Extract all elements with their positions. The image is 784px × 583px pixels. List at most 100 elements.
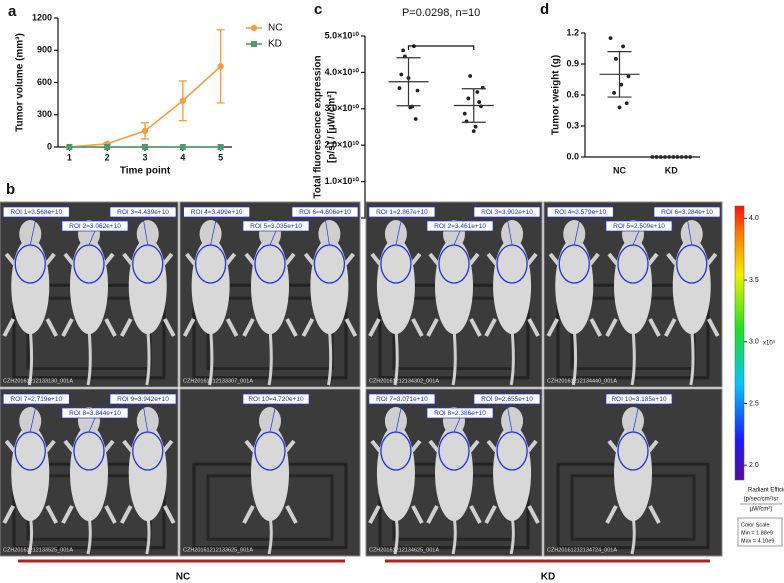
marker: [217, 144, 224, 150]
mouse-legs: [484, 252, 540, 337]
mouse-body: [11, 425, 50, 521]
mouse-body: [614, 238, 652, 334]
roi-label: ROI 5=3.035e+10: [250, 223, 302, 230]
roi-label-box: [426, 220, 494, 232]
data-point: [477, 100, 482, 104]
mouse-legs: [426, 439, 482, 524]
mouse-tail: [509, 328, 515, 386]
mouse-body: [614, 425, 652, 521]
mouse-tail: [326, 328, 333, 386]
mouse-body: [435, 238, 473, 334]
roi-label-box: [61, 220, 129, 232]
mouse-head: [563, 220, 586, 248]
y-tick-label: 0.6: [566, 89, 579, 99]
sd-bar: [396, 57, 421, 107]
panel-label: b: [6, 181, 15, 198]
mouse-head: [199, 220, 222, 248]
marker: [179, 97, 187, 104]
roi-leader: [142, 216, 149, 246]
roi-leader: [395, 216, 403, 246]
data-point: [479, 104, 483, 109]
x-tick-label: NC: [613, 165, 626, 175]
mouse-body: [70, 238, 108, 334]
data-point: [468, 74, 473, 78]
y-tick-label: 900: [37, 45, 52, 55]
mouse-legs: [182, 252, 239, 337]
sd-bar: [607, 51, 632, 98]
mouse-tail: [27, 328, 34, 386]
mouse-tail: [689, 328, 695, 386]
mouse-legs: [119, 439, 176, 524]
mouse-head: [318, 220, 341, 248]
roi-label-box: [291, 206, 359, 218]
y-axis-label: [p/s] / [µW/cm²]: [327, 91, 338, 163]
colorbar-units: (p/sec/cm²/sr: [744, 497, 779, 503]
y-tick-label: 1.2: [566, 27, 579, 37]
x-tick-label: 5: [218, 152, 223, 162]
x-tick-label: 2: [105, 152, 110, 162]
roi-leader: [453, 230, 461, 246]
data-point: [473, 124, 478, 129]
mouse-head: [136, 407, 159, 435]
mouse-tail: [393, 328, 399, 386]
mouse-tail: [208, 328, 214, 386]
panel-label: d: [540, 1, 549, 18]
mouse-legs: [426, 252, 482, 337]
y-tick-label: 4.0×10¹⁰: [325, 67, 360, 77]
annotation: P=0.0298, n=10: [402, 7, 480, 19]
mouse-legs: [2, 252, 59, 337]
legend-label: KD: [268, 39, 282, 50]
roi-leader: [632, 403, 640, 433]
data-point: [462, 111, 467, 116]
mouse-tail: [571, 328, 578, 386]
roi-label: ROI 9=2.655e+10: [481, 396, 533, 403]
roi-label: ROI 4=3.579e+10: [554, 209, 606, 216]
y-tick-label: 5.0×10¹⁰: [325, 30, 360, 40]
roi-label: ROI 3=3.902e+10: [481, 209, 533, 216]
file-name: CZH20161212133525_001A: [3, 547, 73, 553]
data-point: [612, 91, 616, 95]
mouse-legs: [605, 439, 661, 524]
mouse-body: [672, 238, 711, 334]
mouse-head: [19, 407, 42, 435]
y-axis-label: Total fluorescence expression: [313, 55, 324, 198]
mouse-tail: [267, 328, 273, 386]
roi-leader: [29, 216, 37, 246]
mouse-head: [384, 407, 407, 435]
y-tick-label: 0: [47, 141, 52, 151]
data-point: [471, 129, 476, 134]
data-point: [626, 74, 631, 79]
scale-title: Color Scale: [741, 522, 769, 528]
file-name: CZH20161212134625_001A: [369, 547, 439, 553]
data-point: [621, 44, 625, 49]
mouse-body: [493, 238, 532, 334]
mouse-head: [622, 407, 644, 435]
roi-label-box: [546, 206, 614, 218]
roi-label: ROI 8=2.386e+10: [434, 410, 486, 417]
marker: [141, 127, 149, 135]
y-tick-label: 0.9: [566, 58, 579, 68]
data-point: [619, 82, 624, 87]
roi-leader: [632, 230, 640, 246]
sd-bar: [461, 88, 486, 123]
data-point: [408, 105, 413, 110]
roi-leader: [210, 216, 217, 246]
mouse-body: [251, 425, 289, 521]
roi-circle: [496, 431, 528, 471]
panel-label: c: [314, 1, 322, 18]
mouse-head: [384, 220, 407, 248]
roi-label: ROI 3=4.439e+10: [117, 209, 169, 216]
legend-marker: [251, 41, 257, 47]
roi-label-box: [605, 393, 673, 405]
mouse-legs: [242, 439, 298, 524]
roi-circle: [496, 244, 528, 284]
mouse-body: [376, 238, 415, 334]
scale-max: Max = 4.10e9: [741, 538, 774, 544]
roi-label-box: [183, 206, 250, 218]
roi-label-box: [653, 206, 721, 218]
x-tick-label: 4: [180, 152, 185, 162]
roi-leader: [29, 403, 37, 433]
y-tick-label: 0.0: [566, 151, 579, 161]
roi-label-box: [2, 393, 70, 405]
